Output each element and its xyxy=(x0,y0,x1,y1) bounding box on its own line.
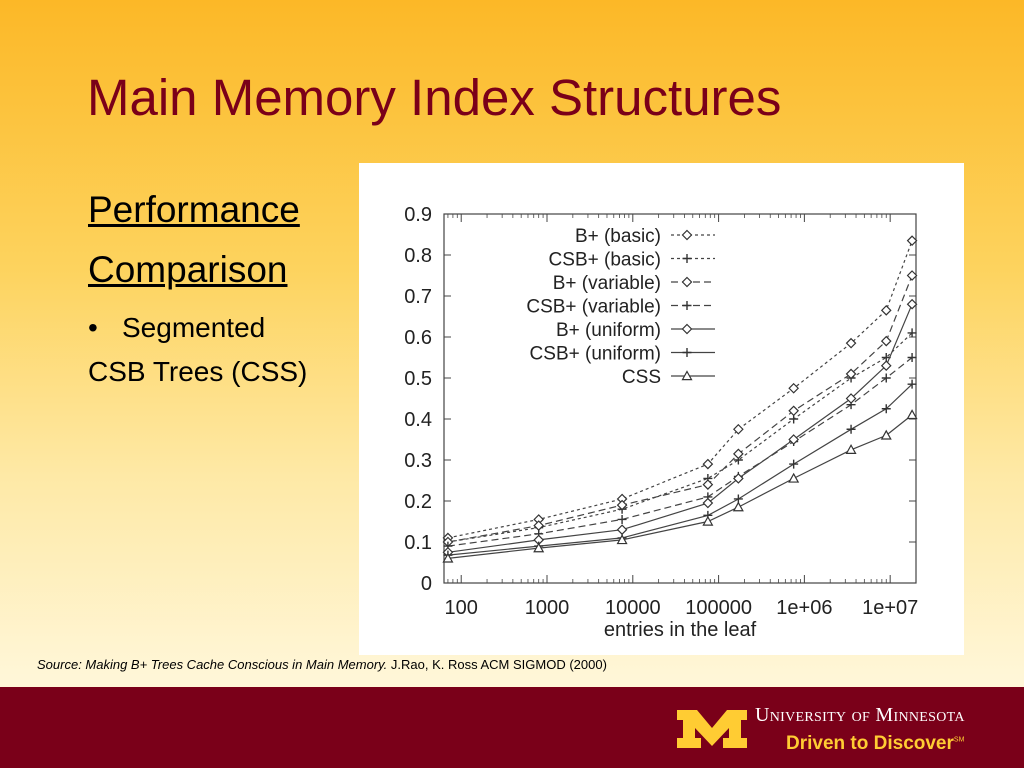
bullet-marker: • xyxy=(88,312,98,343)
data-point-5-5 xyxy=(789,459,799,469)
data-point-6-4 xyxy=(732,501,744,512)
y-tick-label: 0.6 xyxy=(404,327,432,349)
data-point-6-2 xyxy=(616,534,628,545)
data-point-2-5 xyxy=(788,405,800,417)
legend-label: CSB+ (variable) xyxy=(526,297,661,318)
series-line-1 xyxy=(447,332,913,543)
source-rest: J.Rao, K. Ross ACM SIGMOD (2000) xyxy=(387,657,607,672)
legend-swatch-marker xyxy=(682,348,692,357)
tagline-text: Driven to Discover xyxy=(786,733,954,754)
data-point-0-4 xyxy=(733,423,744,435)
data-point-2-8 xyxy=(906,270,918,281)
data-point-4-3 xyxy=(702,497,714,509)
x-tick-label: 100000 xyxy=(685,597,752,619)
data-point-0-7 xyxy=(880,305,892,316)
y-tick-label: 0.9 xyxy=(404,204,432,226)
data-point-4-2 xyxy=(616,524,628,536)
slide-title: Main Memory Index Structures xyxy=(87,69,782,126)
data-point-6-0 xyxy=(442,552,454,563)
data-point-4-4 xyxy=(733,473,744,484)
data-point-0-6 xyxy=(845,337,857,349)
plot-frame xyxy=(443,213,917,584)
x-tick-label: 10000 xyxy=(605,597,661,619)
legend-label: B+ (basic) xyxy=(575,226,661,247)
data-point-4-8 xyxy=(906,298,918,310)
data-point-4-5 xyxy=(788,434,800,445)
y-tick-label: 0.8 xyxy=(404,245,432,267)
data-point-3-7 xyxy=(881,373,891,383)
data-point-6-8 xyxy=(906,409,918,420)
x-tick-label: 1000 xyxy=(525,597,570,619)
x-tick-label: 100 xyxy=(445,597,478,619)
bullet-text: Segmented xyxy=(122,312,266,343)
data-point-2-2 xyxy=(616,499,628,511)
legend-label: B+ (uniform) xyxy=(556,320,661,341)
series-line-2 xyxy=(447,275,913,543)
chart-container: 0 0.1 0.2 0.3 0.4 0.5 0.6 0.7 0.8 0.9 100 1000 10000… xyxy=(359,163,964,655)
y-tick-label: 0.1 xyxy=(404,532,432,554)
y-tick-label: 0.2 xyxy=(404,491,432,513)
data-point-0-3 xyxy=(702,458,714,470)
x-axis-label: entries in the leaf xyxy=(604,619,757,641)
legend-swatch-marker xyxy=(681,323,693,335)
legend-swatch-marker xyxy=(681,276,693,288)
data-point-5-8 xyxy=(907,379,917,389)
data-point-6-6 xyxy=(845,444,857,454)
data-point-6-3 xyxy=(702,515,714,526)
data-point-5-7 xyxy=(881,404,891,414)
bullet-continuation: CSB Trees (CSS) xyxy=(88,356,308,387)
legend-swatch-marker xyxy=(682,301,692,310)
block-m-logo-icon xyxy=(677,710,747,748)
source-italic: Source: Making B+ Trees Cache Conscious … xyxy=(37,657,388,672)
data-point-2-4 xyxy=(733,448,744,460)
heading-performance: Performance xyxy=(88,189,300,230)
y-tick-label: 0.3 xyxy=(404,450,432,472)
data-point-2-1 xyxy=(533,520,545,531)
data-point-4-6 xyxy=(845,393,857,404)
y-tick-label: 0 xyxy=(421,573,432,595)
bullet-item: • Segmented xyxy=(88,304,307,352)
data-point-5-6 xyxy=(846,424,856,434)
series-line-4 xyxy=(447,303,913,553)
legend-swatch-marker xyxy=(681,229,693,241)
line-chart: 0 0.1 0.2 0.3 0.4 0.5 0.6 0.7 0.8 0.9 100 1000 10000… xyxy=(404,204,918,641)
series-line-0 xyxy=(447,240,913,539)
university-name: University of Minnesota xyxy=(755,704,965,726)
x-tick-label: 1e+06 xyxy=(776,597,832,619)
data-point-2-6 xyxy=(845,368,857,380)
source-citation: Source: Making B+ Trees Cache Conscious … xyxy=(37,657,607,672)
heading-comparison: Comparison xyxy=(88,249,288,290)
y-tick-label: 0.4 xyxy=(404,409,432,431)
legend-swatch-marker xyxy=(681,370,693,381)
legend-label: CSB+ (uniform) xyxy=(530,344,661,365)
series-line-3 xyxy=(447,357,913,547)
footer-bar xyxy=(0,687,1024,768)
data-point-3-8 xyxy=(907,353,917,362)
left-text-block: Performance Comparison • Segmented CSB Tr… xyxy=(88,180,307,392)
legend-label: B+ (variable) xyxy=(553,273,661,294)
data-point-1-8 xyxy=(907,328,917,338)
legend-label: CSB+ (basic) xyxy=(549,250,661,271)
data-point-0-8 xyxy=(906,235,918,246)
data-point-6-5 xyxy=(788,472,800,483)
tagline: Driven to DiscoverSM xyxy=(786,733,964,755)
data-point-2-3 xyxy=(702,479,714,490)
data-point-6-7 xyxy=(880,429,892,440)
y-tick-label: 0.5 xyxy=(404,368,432,390)
data-point-6-1 xyxy=(533,542,545,553)
legend-swatch-marker xyxy=(682,254,692,263)
data-point-2-7 xyxy=(880,335,892,347)
service-mark: SM xyxy=(953,736,965,744)
y-tick-label: 0.7 xyxy=(404,286,432,308)
data-point-0-5 xyxy=(788,382,800,394)
legend-label: CSS xyxy=(622,367,661,388)
data-point-4-7 xyxy=(880,360,892,372)
x-tick-label: 1e+07 xyxy=(862,597,918,619)
data-point-3-2 xyxy=(617,514,627,524)
